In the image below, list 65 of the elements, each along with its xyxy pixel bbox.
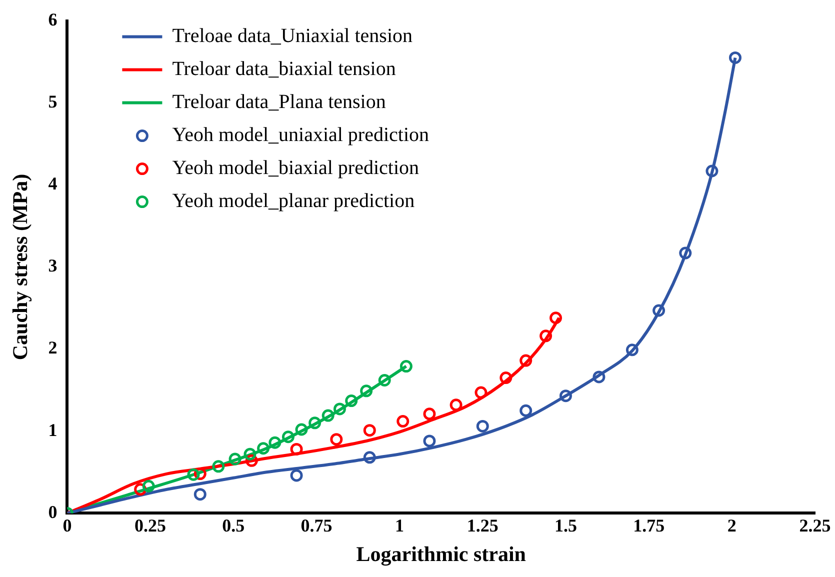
point <box>592 370 606 384</box>
point <box>330 433 343 446</box>
legend-label: Treloae data_Uniaxial tension <box>172 25 413 48</box>
point <box>450 398 462 412</box>
point <box>308 416 322 430</box>
point <box>559 390 572 402</box>
x-tick-label: 0.75 <box>300 516 332 536</box>
point <box>360 384 373 398</box>
y-tick-label: 6 <box>48 9 58 30</box>
point <box>396 415 410 428</box>
x-tick-label: 0 <box>62 516 72 536</box>
point <box>363 451 376 464</box>
x-tick-label: 2.25 <box>799 516 831 536</box>
point <box>378 374 391 386</box>
x-tick-label: 2 <box>727 516 736 536</box>
point <box>363 424 376 437</box>
legend-label: Treloar data_Plana tension <box>172 91 386 114</box>
point <box>520 404 532 417</box>
x-axis-title: Logarithmic strain <box>356 542 526 566</box>
point <box>187 468 200 481</box>
y-tick-label: 1 <box>48 420 58 440</box>
point <box>520 354 532 367</box>
point <box>474 386 488 399</box>
legend-label: Yeoh model_uniaxial prediction <box>172 124 430 146</box>
y-tick-label: 4 <box>48 174 58 194</box>
x-tick-label: 1 <box>395 516 404 536</box>
x-tick-label: 1.75 <box>633 516 665 536</box>
point <box>228 452 242 466</box>
point <box>652 304 666 317</box>
point <box>540 330 552 342</box>
x-tick-label: 1.5 <box>554 516 577 536</box>
point <box>295 423 308 436</box>
legend-label: Treloar data_biaxial tension <box>172 58 396 80</box>
x-tick-label: 1.25 <box>466 516 498 536</box>
point <box>345 394 358 408</box>
y-tick-label: 0 <box>48 502 58 522</box>
point <box>423 408 436 420</box>
point <box>244 448 256 460</box>
point <box>728 51 742 64</box>
point <box>282 430 294 444</box>
point <box>333 402 346 416</box>
point <box>550 312 562 324</box>
point <box>142 480 155 492</box>
point <box>257 442 270 455</box>
point <box>268 436 282 449</box>
y-tick-label: 3 <box>48 256 58 276</box>
point <box>706 164 718 178</box>
x-tick-label: 0.5 <box>222 516 245 536</box>
point <box>500 372 512 384</box>
x-tick-label: 0.25 <box>134 516 166 536</box>
point <box>476 420 489 432</box>
point <box>290 442 303 456</box>
legend-label: Yeoh model_planar prediction <box>172 190 415 212</box>
point <box>400 360 412 373</box>
point <box>212 460 225 473</box>
point <box>194 488 206 501</box>
legend-label: Yeoh model_biaxial prediction <box>172 157 420 180</box>
point <box>423 434 436 448</box>
y-tick-label: 5 <box>48 92 58 112</box>
point <box>679 246 692 260</box>
point <box>626 344 638 356</box>
point <box>322 409 334 422</box>
point <box>290 469 303 482</box>
y-axis-title: Cauchy stress (MPa) <box>8 174 32 360</box>
y-tick-label: 2 <box>48 338 58 358</box>
